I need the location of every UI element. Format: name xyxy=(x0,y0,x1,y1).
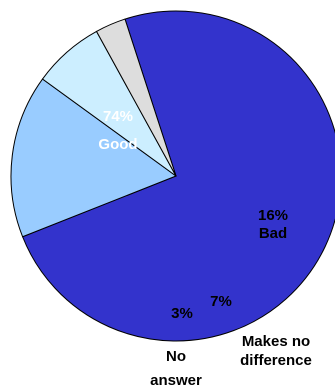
outside-label-no-answer-line2: answer xyxy=(150,372,202,389)
pie-slice-no-answer xyxy=(95,18,177,177)
slice-label-makes-no-difference-pct: 7% xyxy=(210,293,232,310)
outside-label-no-answer-line1: No xyxy=(166,348,186,365)
slice-label-good-name: Good xyxy=(98,136,137,153)
outside-label-makes-no-difference-line2: difference xyxy=(240,352,312,369)
pie-slice-bad xyxy=(10,78,178,238)
slice-label-good-pct: 74% xyxy=(103,108,133,125)
slice-label-bad-pct: 16% xyxy=(258,207,288,224)
slice-label-no-answer-pct: 3% xyxy=(171,305,193,322)
pie-slice-good xyxy=(21,10,335,342)
outside-label-makes-no-difference-line1: Makes no xyxy=(242,333,310,350)
slice-label-bad-name: Bad xyxy=(259,225,287,242)
